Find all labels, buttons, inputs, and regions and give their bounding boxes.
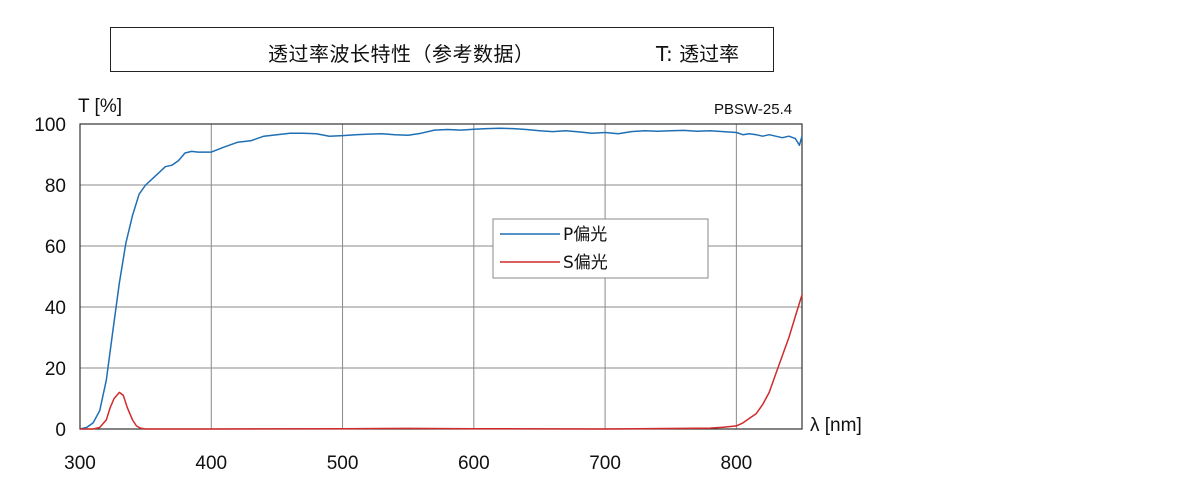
x-tick-label: 600 [458, 453, 490, 474]
series-line-p [79, 127, 803, 430]
y-tick-label: 100 [34, 115, 66, 136]
y-tick-label: 20 [45, 359, 66, 380]
chart-title: 透过率波长特性（参考数据） [268, 42, 535, 66]
title-box [110, 27, 774, 72]
x-tick-label: 300 [64, 453, 96, 474]
legend: P偏光 S偏光 [492, 218, 709, 279]
x-tick-labels: 300 400 500 600 700 800 [64, 453, 752, 474]
y-axis-label: T [%] [78, 96, 122, 117]
y-tick-label: 0 [55, 420, 66, 441]
model-code: PBSW-25.4 [714, 101, 792, 118]
y-tick-label: 40 [45, 298, 66, 319]
x-axis-label: λ [nm] [810, 415, 862, 436]
y-tick-labels: 0 20 40 60 80 100 [34, 115, 66, 441]
y-tick-label: 80 [45, 176, 66, 197]
x-tick-label: 400 [195, 453, 227, 474]
series-line-s [80, 294, 803, 430]
y-tick-label: 60 [45, 237, 66, 258]
x-tick-label: 800 [721, 453, 753, 474]
x-tick-label: 700 [589, 453, 621, 474]
grid [80, 124, 802, 429]
legend-label-p: P偏光 [563, 225, 607, 245]
series-layer [79, 127, 803, 430]
legend-label-s: S偏光 [563, 253, 608, 273]
transmittance-note: T: 透过率 [656, 42, 740, 66]
x-tick-label: 500 [327, 453, 359, 474]
legend-box [492, 218, 709, 279]
